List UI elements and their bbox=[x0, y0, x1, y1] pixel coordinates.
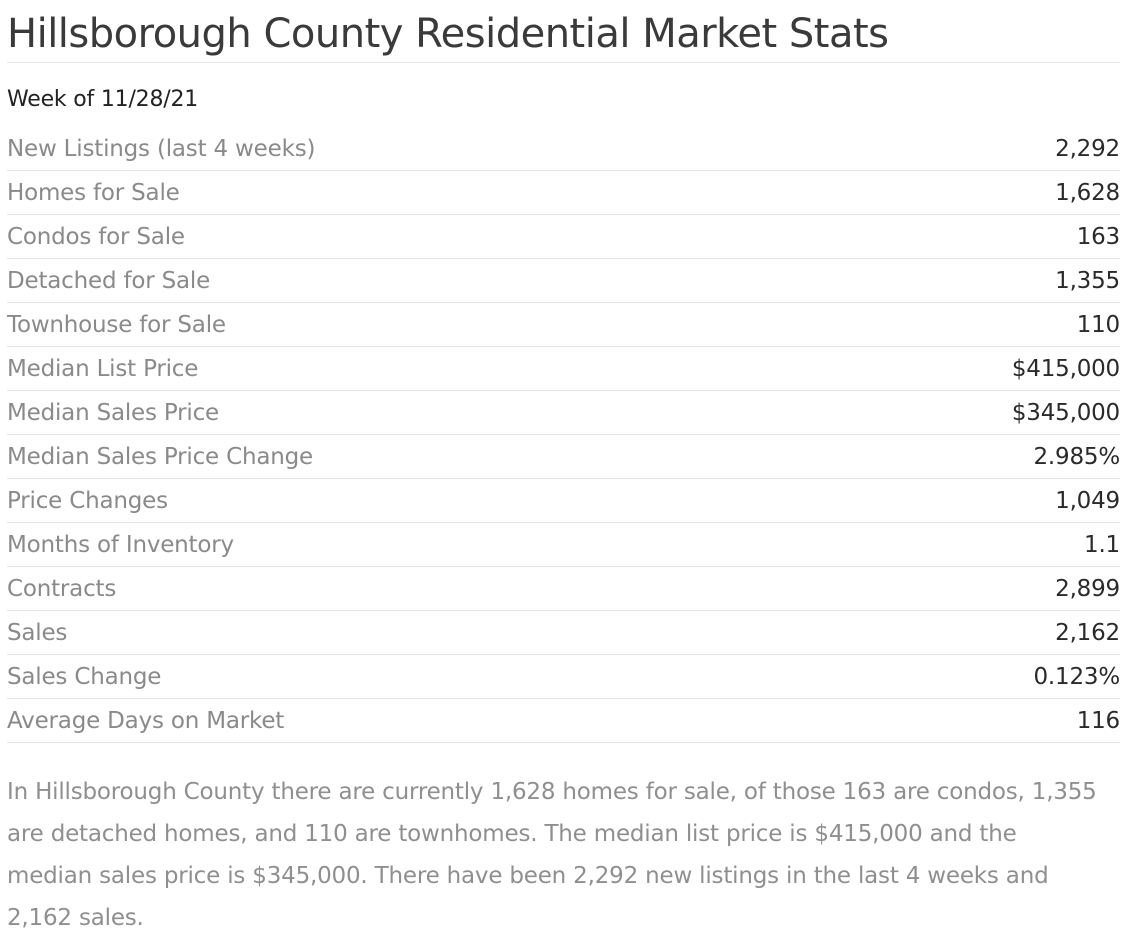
stat-label-homes-for-sale: Homes for Sale bbox=[7, 170, 831, 215]
stat-label-months-of-inventory: Months of Inventory bbox=[7, 522, 831, 567]
stat-value-new-listings: 2,292 bbox=[830, 127, 1120, 171]
stat-label-price-changes: Price Changes bbox=[7, 478, 831, 523]
stat-value-sales: 2,162 bbox=[830, 610, 1120, 655]
stat-value-price-changes: 1,049 bbox=[830, 478, 1120, 523]
stats-table: New Listings (last 4 weeks) 2,292 Homes … bbox=[7, 127, 1120, 743]
stat-value-condos-for-sale: 163 bbox=[830, 214, 1120, 259]
stat-value-months-of-inventory: 1.1 bbox=[830, 522, 1120, 567]
stat-value-townhouse-for-sale: 110 bbox=[830, 302, 1120, 347]
stat-label-townhouse-for-sale: Townhouse for Sale bbox=[7, 302, 831, 347]
table-row: Townhouse for Sale 110 bbox=[7, 302, 1120, 347]
stat-value-sales-change: 0.123% bbox=[830, 654, 1120, 699]
table-row: Price Changes 1,049 bbox=[7, 478, 1120, 523]
stat-label-sales: Sales bbox=[7, 610, 831, 655]
table-row: Contracts 2,899 bbox=[7, 566, 1120, 611]
table-row: Median Sales Price Change 2.985% bbox=[7, 434, 1120, 479]
table-row: Condos for Sale 163 bbox=[7, 214, 1120, 259]
stat-label-sales-change: Sales Change bbox=[7, 654, 831, 699]
stat-label-median-sales-price-change: Median Sales Price Change bbox=[7, 434, 831, 479]
table-row: New Listings (last 4 weeks) 2,292 bbox=[7, 127, 1120, 171]
stat-label-contracts: Contracts bbox=[7, 566, 831, 611]
week-label: Week of 11/28/21 bbox=[7, 87, 199, 112]
stat-value-contracts: 2,899 bbox=[830, 566, 1120, 611]
stat-value-median-sales-price-change: 2.985% bbox=[830, 434, 1120, 479]
stat-label-detached-for-sale: Detached for Sale bbox=[7, 258, 831, 303]
title-divider bbox=[7, 62, 1120, 63]
table-row: Median Sales Price $345,000 bbox=[7, 390, 1120, 435]
table-row: Median List Price $415,000 bbox=[7, 346, 1120, 391]
stat-value-detached-for-sale: 1,355 bbox=[830, 258, 1120, 303]
summary-paragraph: In Hillsborough County there are current… bbox=[7, 779, 1097, 931]
stat-value-average-days-on-market: 116 bbox=[830, 698, 1120, 743]
stat-value-homes-for-sale: 1,628 bbox=[830, 170, 1120, 215]
stat-value-median-list-price: $415,000 bbox=[830, 346, 1120, 391]
stat-label-average-days-on-market: Average Days on Market bbox=[7, 698, 831, 743]
table-row: Sales 2,162 bbox=[7, 610, 1120, 655]
stat-label-median-list-price: Median List Price bbox=[7, 346, 831, 391]
table-row: Detached for Sale 1,355 bbox=[7, 258, 1120, 303]
table-row: Average Days on Market 116 bbox=[7, 698, 1120, 743]
stat-label-median-sales-price: Median Sales Price bbox=[7, 390, 831, 435]
stat-label-condos-for-sale: Condos for Sale bbox=[7, 214, 831, 259]
stat-label-new-listings: New Listings (last 4 weeks) bbox=[7, 127, 831, 171]
stat-value-median-sales-price: $345,000 bbox=[830, 390, 1120, 435]
table-row: Months of Inventory 1.1 bbox=[7, 522, 1120, 567]
table-row: Homes for Sale 1,628 bbox=[7, 170, 1120, 215]
table-row: Sales Change 0.123% bbox=[7, 654, 1120, 699]
page-title: Hillsborough County Residential Market S… bbox=[7, 11, 889, 57]
